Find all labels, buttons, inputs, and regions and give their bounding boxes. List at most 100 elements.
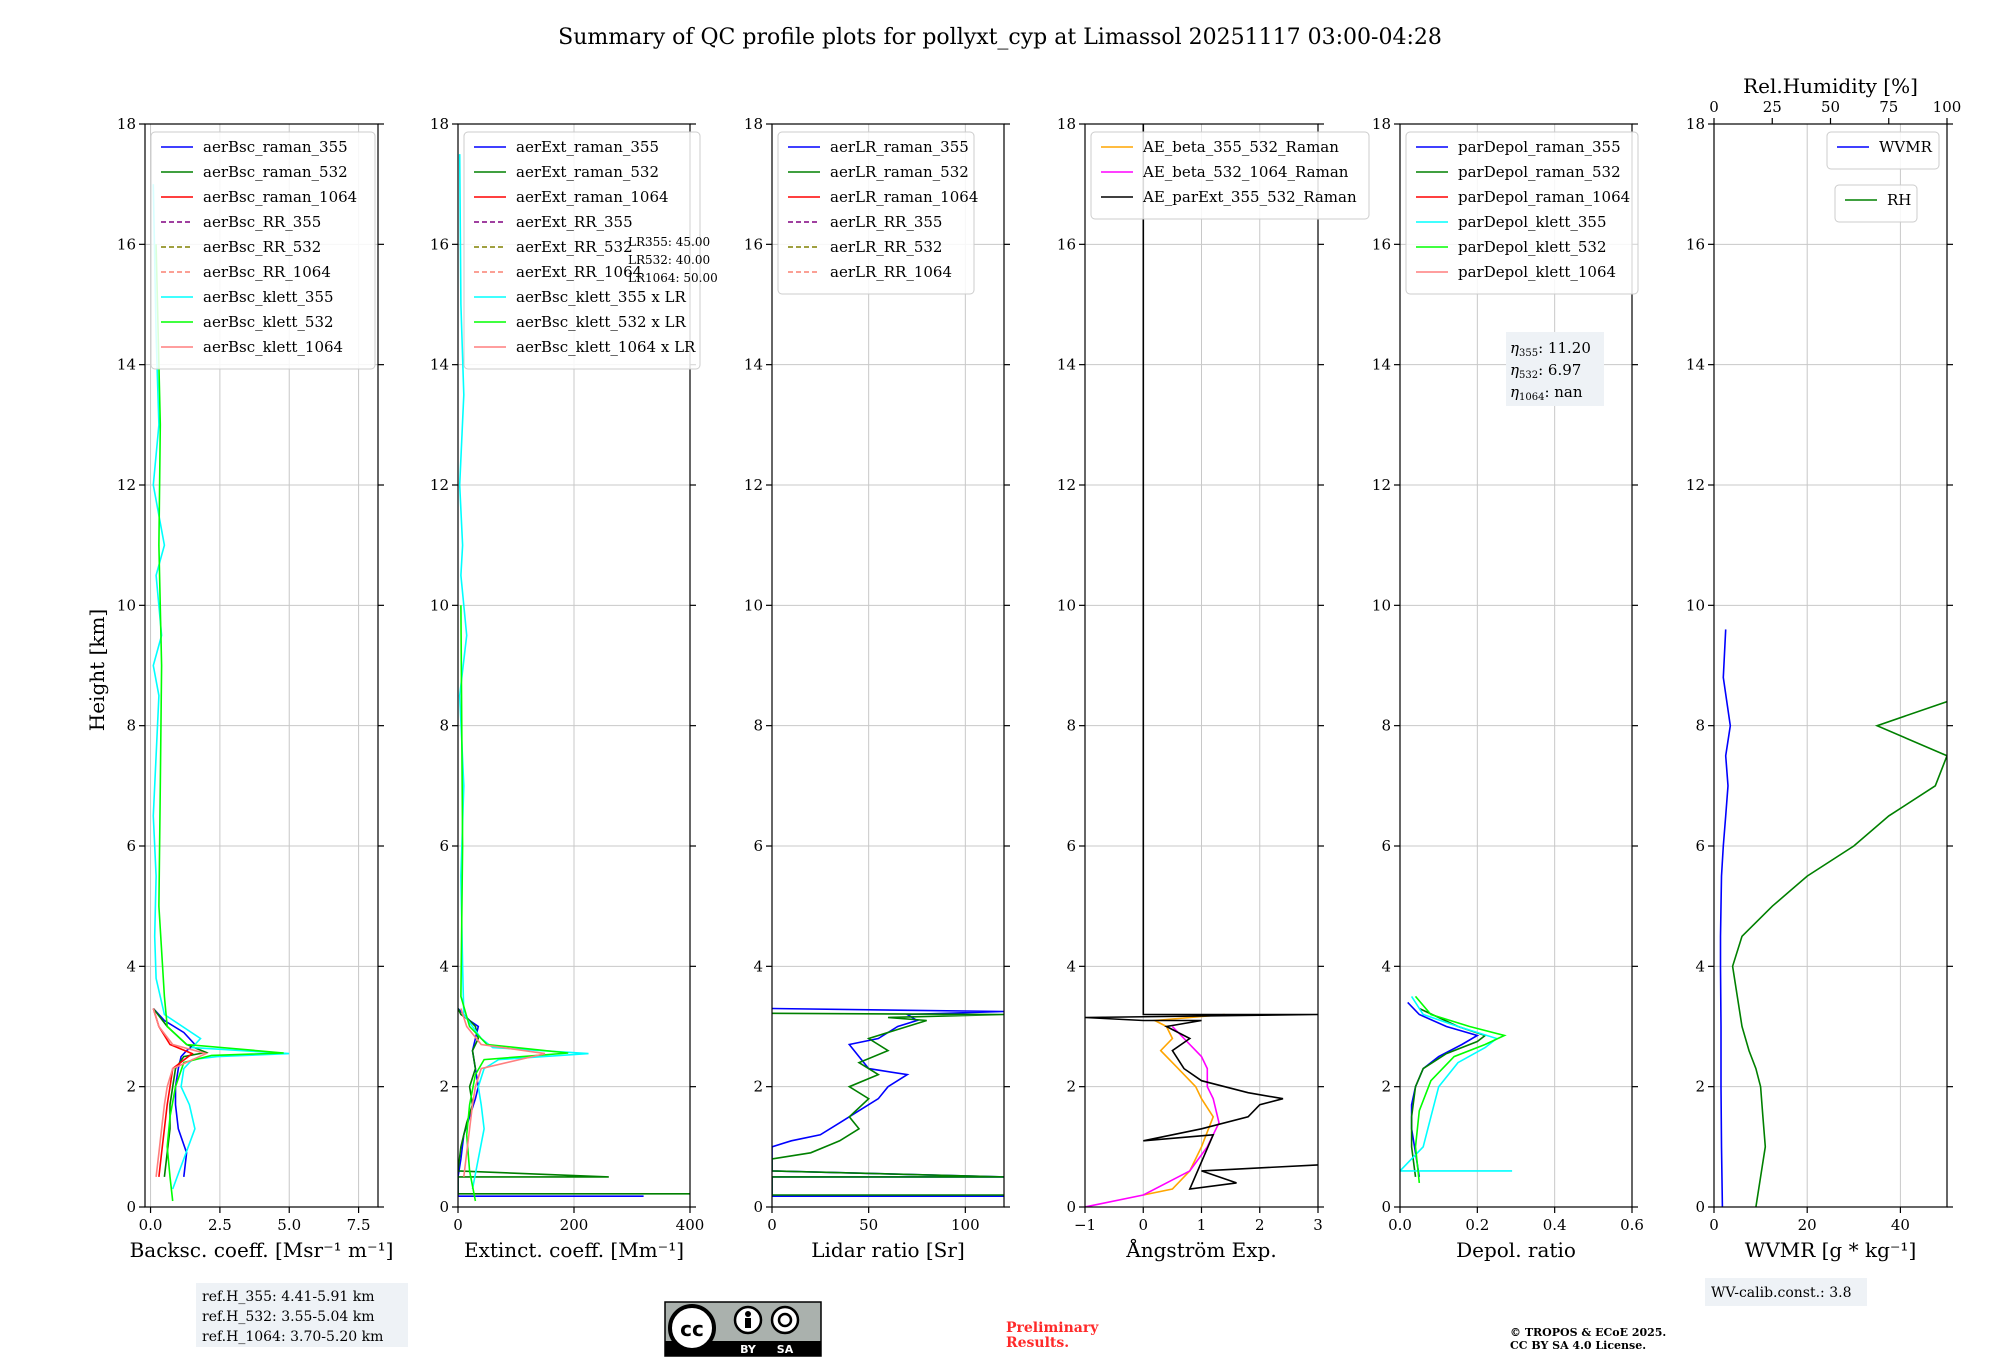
legend-entry: aerBsc_RR_1064 [203, 263, 331, 281]
x-tick-label: 0 [453, 1216, 463, 1234]
y-tick-label: 12 [430, 476, 449, 494]
series-line-pardepol-klett-355 [1400, 995, 1513, 1172]
plot-area [1400, 995, 1513, 1183]
x-tick-label: 100 [951, 1216, 980, 1234]
axes-frame [771, 123, 1005, 1208]
y-tick-label: 4 [1381, 957, 1391, 975]
y-tick-label: 6 [439, 837, 449, 855]
legend: aerExt_raman_355 aerExt_raman_532 aerExt_r… [463, 131, 701, 370]
y-tick-label: 8 [439, 717, 449, 735]
legend-entry: aerLR_raman_1064 [830, 188, 978, 206]
legend: parDepol_raman_355 parDepol_raman_532 parD… [1405, 131, 1639, 295]
cc-icon-text: cc [680, 1317, 704, 1341]
copyright-note: CC BY SA 4.0 License. [1510, 1339, 1646, 1352]
x-axis-label: Lidar ratio [Sr] [811, 1238, 965, 1262]
x-tick-label: 40 [1891, 1216, 1910, 1234]
x-tick-label: 5.0 [277, 1216, 301, 1234]
y-axis-label: Height [km] [85, 609, 109, 731]
y-tick-label: 2 [1695, 1078, 1705, 1096]
plot-area [152, 184, 290, 1202]
y-tick-label: 14 [1372, 356, 1391, 374]
legend: WVMR [1826, 131, 1940, 170]
series-line-pardepol-klett-532 [1414, 995, 1507, 1183]
eta-background [1506, 332, 1604, 406]
y-tick-label: 16 [1372, 235, 1391, 253]
legend-entry: aerBsc_raman_355 [203, 138, 348, 156]
legend-entry: aerExt_raman_1064 [516, 188, 669, 206]
series-line-aerbsc-klett-1064 [152, 1008, 209, 1177]
series-line-aerbsc-klett-532-x-lr [460, 605, 569, 1202]
y-tick-label: 6 [1381, 837, 1391, 855]
plot-area [772, 1007, 1004, 1197]
plot-area [458, 154, 690, 1202]
legend: RH [1834, 184, 1918, 223]
series-line-ae-beta-532-1064-raman [1085, 1025, 1220, 1207]
legend-entry: aerBsc_klett_532 [203, 313, 334, 331]
y-tick-label: 16 [117, 235, 136, 253]
y-tick-label: 2 [753, 1078, 763, 1096]
y-tick-label: 10 [744, 596, 763, 614]
by-label: BY [740, 1343, 757, 1356]
eta-label: η355: 11.20 [1510, 339, 1591, 359]
series-line-aerbsc-klett-1064-x-lr [460, 1008, 546, 1177]
y-tick-label: 14 [1057, 356, 1076, 374]
y-tick-label: 18 [1686, 115, 1705, 133]
y-tick-label: 2 [126, 1078, 136, 1096]
x-tick-label: 0.4 [1543, 1216, 1567, 1234]
legend: aerBsc_raman_355 aerBsc_raman_532 aerBsc_r… [150, 131, 376, 370]
x-tick-label: 20 [1798, 1216, 1817, 1234]
legend: AE_beta_355_532_Raman AE_beta_532_1064_Ra… [1090, 131, 1370, 220]
y-tick-label: 12 [117, 476, 136, 494]
ref-heights-background [196, 1283, 408, 1347]
x-tick-label: 7.5 [347, 1216, 371, 1234]
preliminary-note: Preliminary [1006, 1320, 1099, 1336]
lr-note: LR1064: 50.00 [628, 271, 718, 285]
lr-note: LR532: 40.00 [628, 253, 710, 267]
legend-entry: aerExt_raman_532 [516, 163, 659, 181]
legend-entry: aerExt_RR_355 [516, 213, 633, 231]
x-tick-label: 0.2 [1465, 1216, 1489, 1234]
y-tick-label: 14 [1686, 356, 1705, 374]
ref-heights-box: ref.H_355: 4.41-5.91 km ref.H_532: 3.55-5… [196, 1283, 408, 1347]
plot-area [1719, 629, 1947, 1207]
legend-frame [463, 131, 701, 370]
wv-calib-text: WV-calib.const.: 3.8 [1711, 1285, 1851, 1301]
legend-frame [1405, 131, 1639, 295]
y-tick-label: 6 [1066, 837, 1076, 855]
y-tick-label: 8 [1381, 717, 1391, 735]
sa-icon-arrow [777, 1312, 793, 1328]
legend-entry: aerBsc_raman_532 [203, 163, 348, 181]
y-tick-label: 4 [753, 957, 763, 975]
y-tick-label: 0 [753, 1198, 763, 1216]
legend-entry: aerLR_raman_355 [830, 138, 969, 156]
x-tick-label: 2.5 [208, 1216, 232, 1234]
x-tick-label: 50 [859, 1216, 878, 1234]
series-line-aerbsc-raman-1064 [152, 1008, 194, 1177]
top-x-tick-label: 100 [1933, 98, 1962, 116]
cc-icon [668, 1304, 716, 1352]
y-tick-label: 2 [1066, 1078, 1076, 1096]
legend: aerLR_raman_355 aerLR_raman_532 aerLR_rama… [777, 131, 978, 295]
x-axis-label: Depol. ratio [1456, 1238, 1576, 1262]
y-tick-label: 16 [744, 235, 763, 253]
eta-label: η532: 6.97 [1510, 361, 1581, 381]
y-tick-label: 4 [126, 957, 136, 975]
legend-entry: aerBsc_klett_355 [203, 288, 334, 306]
y-tick-label: 18 [1057, 115, 1076, 133]
x-axis-label: Backsc. coeff. [Msr⁻¹ m⁻¹] [130, 1238, 394, 1262]
y-tick-label: 14 [744, 356, 763, 374]
legend-entry: AE_parExt_355_532_Raman [1142, 188, 1357, 206]
ref-height-line: ref.H_1064: 3.70-5.20 km [202, 1329, 383, 1345]
y-tick-label: 10 [1686, 596, 1705, 614]
y-tick-label: 2 [439, 1078, 449, 1096]
legend-entry: aerLR_raman_532 [830, 163, 969, 181]
series-line-ae-parext-355-532-raman [1085, 124, 1318, 1190]
x-axis-label: Extinct. coeff. [Mm⁻¹] [464, 1238, 684, 1262]
y-tick-label: 10 [117, 596, 136, 614]
wv-calib-box: WV-calib.const.: 3.8 [1705, 1278, 1867, 1306]
y-tick-label: 8 [126, 717, 136, 735]
ref-height-line: ref.H_532: 3.55-5.04 km [202, 1309, 375, 1325]
ref-height-line: ref.H_355: 4.41-5.91 km [202, 1289, 375, 1305]
y-tick-label: 14 [430, 356, 449, 374]
x-tick-label: −1 [1074, 1216, 1096, 1234]
